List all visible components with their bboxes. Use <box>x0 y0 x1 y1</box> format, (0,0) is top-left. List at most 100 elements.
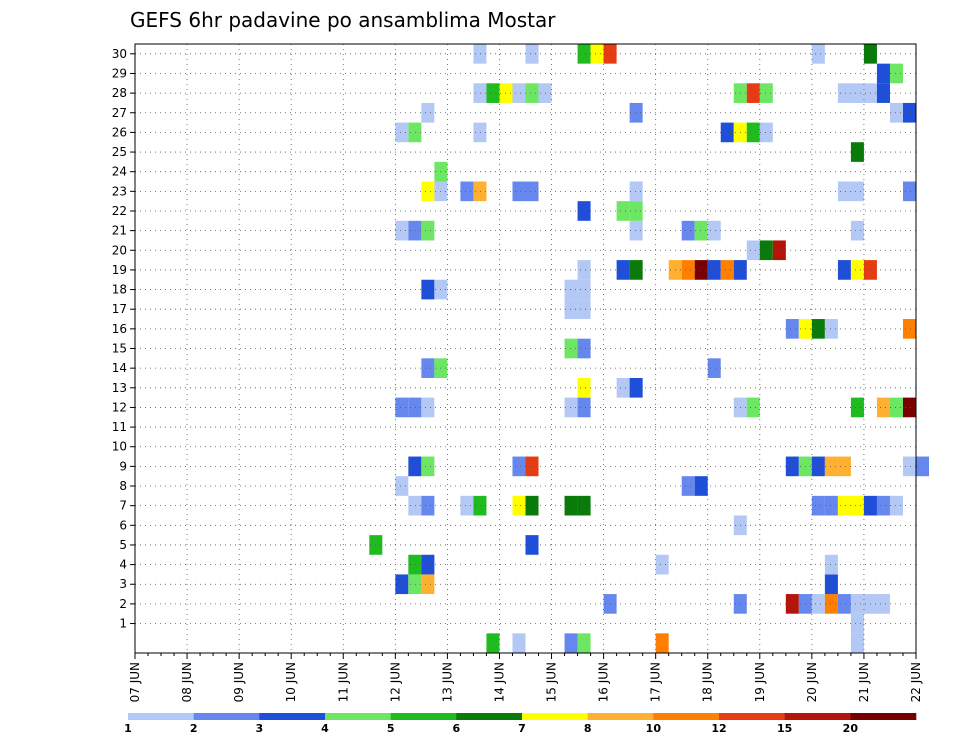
precip-cell <box>837 181 851 202</box>
y-tick-label: 17 <box>112 302 127 316</box>
precip-cell <box>473 44 487 64</box>
colorbar-label: 20 <box>843 722 859 735</box>
colorbar-swatch <box>259 713 326 720</box>
precip-cell <box>577 633 591 653</box>
precip-cell <box>473 181 487 202</box>
precip-cell <box>850 495 864 516</box>
colorbar-label: 8 <box>584 722 592 735</box>
precip-cell <box>408 122 422 143</box>
precip-cell <box>616 377 630 398</box>
y-tick-label: 26 <box>112 125 127 139</box>
precip-cell <box>746 240 760 261</box>
precip-cell <box>486 83 500 103</box>
x-tick-label: 08 JUN <box>180 662 194 702</box>
precip-cell <box>850 260 864 280</box>
grid-lines <box>135 44 916 653</box>
precip-cell <box>408 456 422 477</box>
precip-cell <box>824 574 838 595</box>
colorbar-label: 1 <box>124 722 132 735</box>
precip-cell <box>421 495 435 516</box>
precip-cell <box>629 260 643 280</box>
x-tick-label: 12 JUN <box>388 662 402 702</box>
precip-cell <box>902 397 916 418</box>
colorbar-swatch <box>784 713 851 720</box>
precip-cell <box>525 495 539 516</box>
y-tick-label: 10 <box>112 440 127 454</box>
precip-cell <box>577 377 591 398</box>
precip-cell <box>759 122 773 143</box>
precip-cell <box>811 319 825 339</box>
colorbar-swatch <box>850 713 917 720</box>
precip-cell <box>421 279 435 300</box>
precip-cell <box>525 44 539 64</box>
x-tick-label: 17 JUN <box>649 662 663 702</box>
precip-cell <box>395 476 409 496</box>
y-tick-label: 24 <box>112 165 127 179</box>
precip-cell <box>759 83 773 103</box>
precip-cell <box>707 260 721 280</box>
precip-cell <box>889 102 903 123</box>
precip-cell <box>850 397 864 418</box>
precip-cell <box>473 122 487 143</box>
precip-cell <box>811 456 825 477</box>
y-tick-label: 29 <box>112 66 127 80</box>
precip-cell <box>811 495 825 516</box>
precip-cell <box>902 181 916 202</box>
y-tick-label: 20 <box>112 243 127 257</box>
precip-cell <box>916 456 930 477</box>
precip-cell <box>577 260 591 280</box>
precip-cell <box>707 358 721 378</box>
precip-cell <box>577 44 591 64</box>
precip-cell <box>473 495 487 516</box>
precip-cell <box>577 338 591 359</box>
precip-cell <box>629 181 643 202</box>
precip-cell <box>564 397 578 418</box>
precip-cell <box>525 83 539 103</box>
precip-cell <box>837 83 851 103</box>
precip-cell <box>837 456 851 477</box>
x-tick-label: 16 JUN <box>597 662 611 702</box>
precip-cell <box>629 201 643 221</box>
y-tick-label: 16 <box>112 322 127 336</box>
colorbar-label: 5 <box>387 722 395 735</box>
y-tick-label: 25 <box>112 145 127 159</box>
precip-cell <box>460 495 474 516</box>
y-tick-label: 15 <box>112 342 127 356</box>
precip-cell <box>785 319 799 339</box>
precipitation-cells <box>369 44 930 653</box>
precip-cell <box>512 495 526 516</box>
precip-cell <box>837 495 851 516</box>
y-tick-label: 18 <box>112 283 127 297</box>
y-tick-label: 5 <box>119 538 127 552</box>
precip-cell <box>421 554 435 575</box>
colorbar-swatch <box>719 713 785 720</box>
y-axis: 1234567891011121314151617181920212223242… <box>112 47 135 631</box>
precip-cell <box>395 122 409 143</box>
precip-cell <box>512 83 526 103</box>
y-tick-label: 22 <box>112 204 127 218</box>
precip-cell <box>590 44 604 64</box>
precip-cell <box>837 260 851 280</box>
y-tick-label: 12 <box>112 400 127 414</box>
precip-cell <box>902 456 916 477</box>
y-tick-label: 4 <box>119 558 127 572</box>
precip-cell <box>850 83 864 103</box>
y-tick-label: 7 <box>119 499 127 513</box>
precip-cell <box>824 319 838 339</box>
y-tick-label: 2 <box>119 597 127 611</box>
precip-cell <box>525 181 539 202</box>
y-tick-label: 30 <box>112 47 127 61</box>
precip-cell <box>902 319 916 339</box>
precip-cell <box>408 554 422 575</box>
precip-cell <box>824 594 838 614</box>
colorbar-swatch <box>456 713 523 720</box>
precip-cell <box>564 495 578 516</box>
precip-cell <box>850 633 864 653</box>
precip-cell <box>577 495 591 516</box>
precip-cell <box>720 260 734 280</box>
precip-cell <box>681 220 695 241</box>
precip-cell <box>564 299 578 320</box>
colorbar-swatch <box>128 713 194 720</box>
x-tick-label: 14 JUN <box>492 662 506 702</box>
precip-cell <box>395 220 409 241</box>
